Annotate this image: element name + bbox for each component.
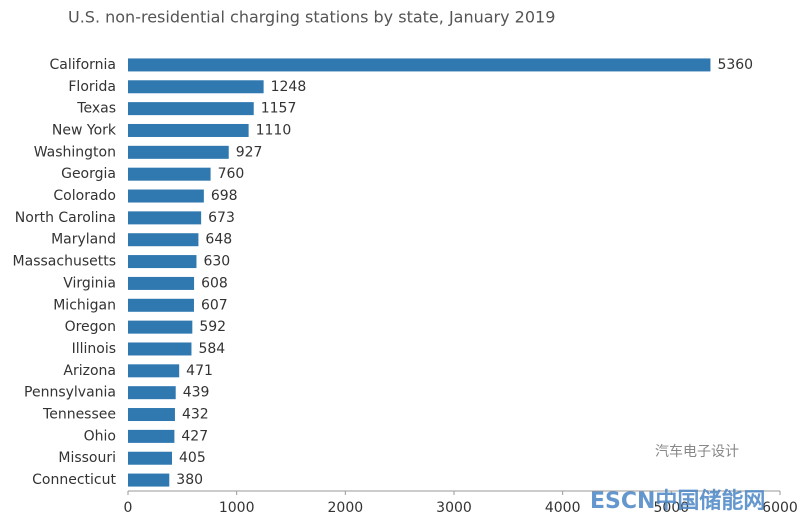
value-label: 698 bbox=[211, 188, 238, 204]
y-tick-label: Virginia bbox=[63, 275, 116, 291]
x-tick-label: 3000 bbox=[436, 500, 472, 516]
y-tick-label: Colorado bbox=[53, 188, 116, 204]
bar bbox=[128, 473, 170, 487]
y-tick-label: Tennessee bbox=[42, 407, 116, 423]
value-label: 584 bbox=[198, 341, 225, 357]
x-tick-label: 0 bbox=[124, 500, 133, 516]
y-tick-label: California bbox=[50, 57, 116, 73]
y-tick-label: Michigan bbox=[53, 297, 116, 313]
bar bbox=[128, 145, 229, 159]
bar bbox=[128, 364, 180, 378]
bar bbox=[128, 408, 175, 422]
value-label: 1157 bbox=[261, 101, 297, 117]
value-label: 630 bbox=[203, 254, 230, 270]
value-label: 439 bbox=[183, 385, 210, 401]
bar bbox=[128, 102, 254, 116]
bar bbox=[128, 189, 204, 203]
bar bbox=[128, 451, 173, 465]
x-tick-label: 6000 bbox=[762, 500, 798, 516]
bar bbox=[128, 429, 175, 443]
x-tick-label: 5000 bbox=[654, 500, 690, 516]
y-tick-label: Arizona bbox=[63, 363, 116, 379]
watermark: ESCN中国储能网 bbox=[590, 488, 765, 514]
y-tick-label: Florida bbox=[68, 79, 116, 95]
value-label: 5360 bbox=[717, 57, 753, 73]
value-label: 1248 bbox=[271, 79, 307, 95]
y-tick-label: Washington bbox=[34, 144, 116, 160]
chart-title: U.S. non-residential charging stations b… bbox=[68, 8, 555, 27]
y-tick-label: Illinois bbox=[72, 341, 116, 357]
y-tick-label: New York bbox=[52, 122, 117, 138]
y-tick-label: Pennsylvania bbox=[24, 385, 116, 401]
y-tick-label: Maryland bbox=[51, 232, 116, 248]
y-tick-label: Ohio bbox=[84, 428, 116, 444]
y-tick-label: Oregon bbox=[65, 319, 116, 335]
bar bbox=[128, 255, 197, 269]
bar bbox=[128, 123, 249, 137]
y-tick-label: Missouri bbox=[58, 450, 116, 466]
y-tick-label: Massachusetts bbox=[13, 254, 116, 270]
value-label: 648 bbox=[205, 232, 232, 248]
value-label: 1110 bbox=[256, 122, 292, 138]
value-label: 471 bbox=[186, 363, 213, 379]
bar bbox=[128, 58, 711, 72]
value-label: 607 bbox=[201, 297, 228, 313]
bar bbox=[128, 276, 195, 290]
value-label: 427 bbox=[181, 428, 208, 444]
value-label: 380 bbox=[176, 472, 203, 488]
x-tick-label: 2000 bbox=[328, 500, 364, 516]
bar bbox=[128, 386, 176, 400]
bar bbox=[128, 167, 211, 181]
value-label: 405 bbox=[179, 450, 206, 466]
value-label: 432 bbox=[182, 407, 209, 423]
watermark: 汽车电子设计 bbox=[655, 443, 739, 460]
x-tick-label: 1000 bbox=[219, 500, 255, 516]
value-label: 592 bbox=[199, 319, 226, 335]
bar bbox=[128, 233, 199, 247]
value-label: 927 bbox=[236, 144, 263, 160]
bar bbox=[128, 298, 194, 312]
bar bbox=[128, 211, 202, 225]
bar bbox=[128, 320, 193, 334]
y-tick-label: Georgia bbox=[61, 166, 116, 182]
bar bbox=[128, 342, 192, 356]
value-label: 608 bbox=[201, 275, 228, 291]
y-tick-label: Connecticut bbox=[32, 472, 116, 488]
value-label: 673 bbox=[208, 210, 235, 226]
x-tick-label: 4000 bbox=[545, 500, 581, 516]
bar bbox=[128, 80, 264, 94]
y-tick-label: Texas bbox=[76, 101, 116, 117]
value-label: 760 bbox=[218, 166, 245, 182]
y-tick-label: North Carolina bbox=[15, 210, 116, 226]
